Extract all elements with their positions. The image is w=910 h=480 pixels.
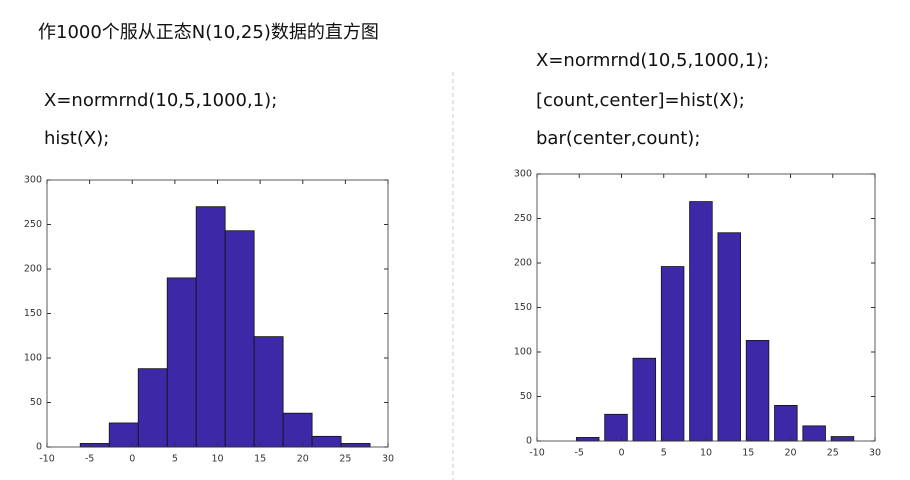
code-line: X=normrnd(10,5,1000,1);	[536, 50, 769, 71]
y-tick-label: 50	[520, 391, 532, 402]
bar	[253, 336, 284, 448]
x-tick-label: -10	[529, 448, 545, 459]
y-tick-label: 0	[526, 436, 532, 447]
bar	[575, 437, 600, 442]
y-tick-label: 100	[514, 347, 532, 358]
y-tick-label: 150	[514, 302, 532, 313]
x-tick-label: 0	[129, 454, 135, 465]
x-tick-label: -5	[85, 454, 94, 465]
bar	[108, 422, 139, 448]
slide-title: 作1000个服从正态N(10,25)数据的直方图	[38, 22, 379, 43]
bar	[195, 206, 226, 448]
x-tick-label: -5	[575, 448, 584, 459]
x-tick-label: 10	[700, 448, 712, 459]
x-tick-label: -10	[39, 454, 55, 465]
bar	[802, 425, 826, 442]
bar	[604, 413, 628, 442]
x-tick-label: 20	[784, 448, 796, 459]
x-tick-label: 0	[618, 448, 624, 459]
code-line: bar(center,count);	[536, 128, 700, 149]
bar	[137, 368, 168, 448]
x-tick-label: 30	[382, 454, 394, 465]
y-tick-label: 250	[24, 219, 42, 230]
x-tick-label: 15	[254, 454, 266, 465]
x-tick-label: 15	[742, 448, 754, 459]
x-tick-label: 5	[661, 448, 667, 459]
y-tick-label: 300	[514, 169, 532, 180]
x-tick-label: 20	[297, 454, 309, 465]
code-line: [count,center]=hist(X);	[536, 90, 745, 111]
x-tick-label: 10	[211, 454, 223, 465]
bar	[79, 443, 110, 448]
y-tick-label: 200	[24, 264, 42, 275]
y-tick-label: 150	[24, 308, 42, 319]
x-tick-label: 25	[339, 454, 351, 465]
x-tick-label: 5	[172, 454, 178, 465]
y-tick-label: 50	[30, 397, 42, 408]
bar	[282, 412, 313, 448]
bar	[166, 277, 197, 448]
axes-box	[46, 179, 389, 448]
code-line: hist(X);	[44, 128, 109, 149]
y-tick-label: 250	[514, 213, 532, 224]
bar	[830, 436, 855, 442]
y-tick-label: 300	[24, 175, 42, 186]
x-tick-label: 30	[869, 448, 881, 459]
code-line: X=normrnd(10,5,1000,1);	[44, 90, 277, 111]
bar	[717, 232, 741, 442]
bar	[774, 404, 798, 442]
y-tick-label: 100	[24, 353, 42, 364]
bar	[311, 435, 342, 448]
bar	[745, 340, 770, 442]
bar	[689, 201, 713, 442]
y-tick-label: 200	[514, 258, 532, 269]
axes-box	[536, 173, 876, 442]
bar	[632, 357, 657, 442]
x-tick-label: 25	[827, 448, 839, 459]
y-tick-label: 0	[36, 442, 42, 453]
bar	[660, 266, 685, 442]
bar	[224, 230, 255, 448]
